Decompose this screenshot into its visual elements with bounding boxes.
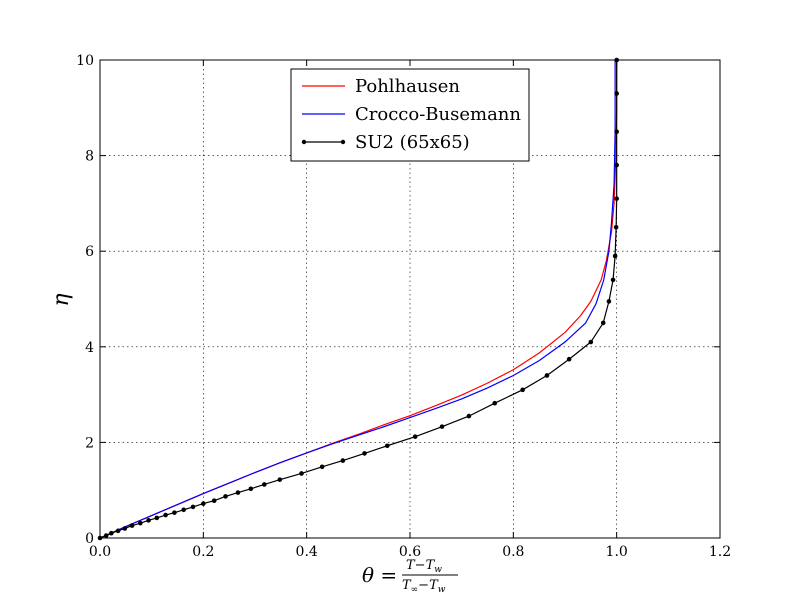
- data-point-su2-65x65: [544, 373, 550, 378]
- x-tick-label: 0.2: [192, 544, 214, 560]
- x-tick-label: 0.4: [296, 544, 318, 560]
- data-point-su2-65x65: [248, 486, 254, 492]
- data-point-su2-65x65: [223, 494, 228, 499]
- y-tick-label: 2: [85, 435, 94, 451]
- data-point-su2-65x65: [439, 424, 445, 429]
- data-point-su2-65x65: [103, 533, 109, 538]
- x-axis-label-denominator: T∞−Tw: [402, 578, 446, 595]
- data-point-su2-65x65: [614, 196, 619, 201]
- legend-marker-su2-right: [340, 139, 346, 145]
- x-tick-label: 0.6: [399, 544, 421, 560]
- data-point-su2-65x65: [129, 523, 135, 528]
- legend-label-pohlhausen: Pohlhausen: [355, 76, 460, 97]
- data-point-su2-65x65: [277, 477, 283, 482]
- data-point-su2-65x65: [610, 277, 616, 283]
- y-axis-label: η: [49, 293, 74, 306]
- data-point-su2-65x65: [190, 504, 196, 510]
- data-point-su2-65x65: [146, 518, 151, 523]
- x-axis-label-main: θ =: [362, 563, 397, 587]
- legend-marker-su2-left: [301, 139, 307, 145]
- data-point-su2-65x65: [520, 387, 525, 393]
- data-point-su2-65x65: [201, 501, 206, 506]
- x-tick-label: 1.0: [606, 544, 628, 560]
- data-point-su2-65x65: [362, 451, 367, 456]
- data-point-su2-65x65: [172, 510, 177, 515]
- data-point-su2-65x65: [566, 356, 572, 362]
- data-point-su2-65x65: [122, 526, 128, 531]
- data-point-su2-65x65: [614, 91, 619, 96]
- legend-box: [290, 68, 530, 162]
- data-point-su2-65x65: [492, 400, 498, 406]
- data-point-su2-65x65: [340, 458, 346, 463]
- data-point-su2-65x65: [262, 482, 267, 487]
- data-point-su2-65x65: [613, 225, 619, 230]
- data-point-su2-65x65: [109, 530, 114, 536]
- x-tick-label: 0.0: [89, 544, 111, 560]
- data-point-su2-65x65: [614, 129, 619, 134]
- data-point-su2-65x65: [235, 490, 241, 495]
- y-tick-label: 0: [85, 531, 94, 547]
- x-axis-label: θ = T−Tw T∞−Tw: [362, 558, 458, 595]
- data-point-su2-65x65: [384, 443, 390, 449]
- data-point-su2-65x65: [319, 464, 325, 470]
- x-tick-label: 1.2: [709, 544, 731, 560]
- grid: [100, 60, 720, 538]
- y-tick-label: 8: [85, 149, 94, 165]
- data-point-su2-65x65: [412, 434, 418, 439]
- data-point-su2-65x65: [606, 299, 612, 304]
- data-point-su2-65x65: [138, 520, 143, 526]
- data-point-su2-65x65: [211, 498, 217, 504]
- data-point-su2-65x65: [612, 253, 618, 259]
- y-tick-label: 10: [76, 53, 94, 69]
- legend: Pohlhausen Crocco-Busemann SU2 (65x65): [290, 68, 530, 162]
- data-point-su2-65x65: [466, 413, 472, 419]
- legend-label-su2: SU2 (65x65): [355, 132, 470, 153]
- y-tick-label: 4: [85, 340, 94, 356]
- data-point-su2-65x65: [299, 471, 304, 476]
- data-point-su2-65x65: [115, 528, 121, 534]
- legend-label-crocco-busemann: Crocco-Busemann: [355, 104, 521, 125]
- x-axis-label-numerator: T−Tw: [406, 558, 442, 575]
- series-line-crocco-busemann: [99, 60, 616, 539]
- data-point-su2-65x65: [181, 507, 186, 513]
- tick-layer: 0.0 0.2 0.4 0.6 0.8 1.0 1.2 0 2 4 6 8 10: [76, 53, 731, 560]
- data-point-su2-65x65: [614, 162, 619, 168]
- data-point-su2-65x65: [600, 320, 606, 326]
- data-point-su2-65x65: [588, 339, 594, 345]
- series-layer: [97, 57, 619, 541]
- x-tick-label: 0.8: [502, 544, 524, 560]
- data-point-su2-65x65: [163, 512, 168, 518]
- y-tick-label: 6: [85, 244, 94, 260]
- data-point-su2-65x65: [154, 515, 160, 521]
